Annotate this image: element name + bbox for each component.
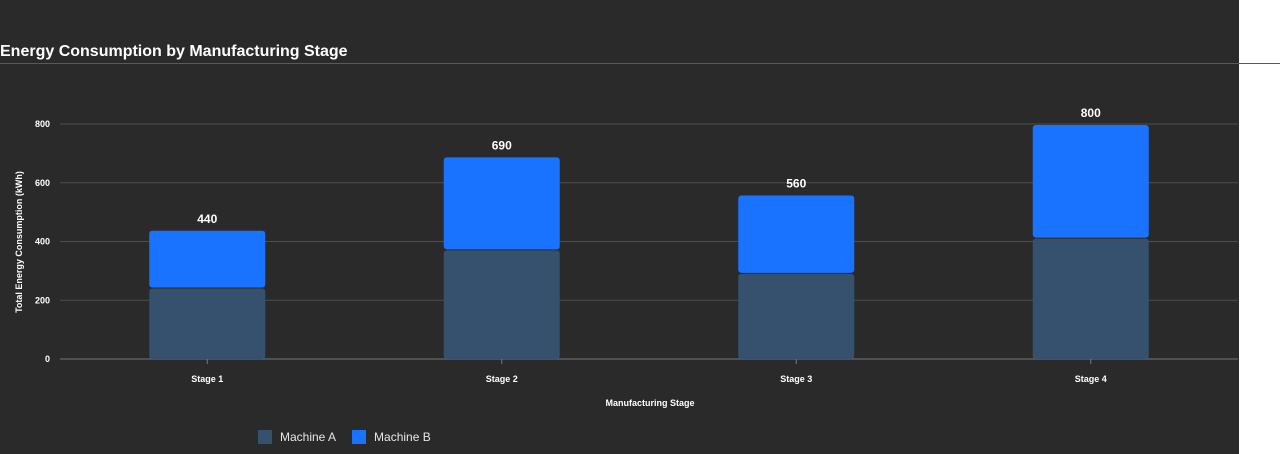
bar-machine-b[interactable] <box>443 157 560 250</box>
bars <box>149 125 1149 359</box>
x-axis-label: Manufacturing Stage <box>605 398 694 408</box>
bar-machine-a[interactable] <box>1032 238 1149 359</box>
legend: Machine A Machine B <box>258 430 431 444</box>
y-axis-label: Total Energy Consumption (kWh) <box>14 171 24 313</box>
bar-machine-b[interactable] <box>738 195 855 273</box>
total-label: 800 <box>1081 106 1101 120</box>
x-tick-label: Stage 1 <box>191 374 223 384</box>
legend-swatch-machine-b <box>352 430 367 444</box>
bar-machine-a[interactable] <box>443 250 560 359</box>
total-label: 560 <box>786 177 806 191</box>
legend-item-machine-a[interactable]: Machine A <box>258 430 336 444</box>
bar-machine-b[interactable] <box>149 230 266 288</box>
title-divider <box>0 63 1280 64</box>
labels: 0 200 400 600 800 Stage 1 440 Stage 2 690 Stage 3… <box>35 106 1107 384</box>
y-tick-label: 0 <box>45 354 50 364</box>
chart-panel: Energy Consumption by Manufacturing Stag… <box>0 0 1239 454</box>
x-tick-label: Stage 4 <box>1075 374 1107 384</box>
total-label: 690 <box>492 138 512 152</box>
x-tick-label: Stage 3 <box>780 374 812 384</box>
x-tick-label: Stage 2 <box>486 374 518 384</box>
y-tick-label: 400 <box>35 237 50 247</box>
total-label: 440 <box>197 212 217 226</box>
bar-machine-b[interactable] <box>1032 125 1149 238</box>
y-tick-label: 200 <box>35 295 50 305</box>
bar-machine-a[interactable] <box>738 273 855 359</box>
legend-item-machine-b[interactable]: Machine B <box>352 430 431 444</box>
y-tick-label: 800 <box>35 119 50 129</box>
chart-title: Energy Consumption by Manufacturing Stag… <box>0 43 348 60</box>
legend-swatch-machine-a <box>258 430 272 444</box>
y-tick-label: 600 <box>35 178 50 188</box>
legend-label-machine-a: Machine A <box>280 430 337 444</box>
bar-machine-a[interactable] <box>149 288 266 360</box>
legend-label-machine-b: Machine B <box>374 430 431 444</box>
